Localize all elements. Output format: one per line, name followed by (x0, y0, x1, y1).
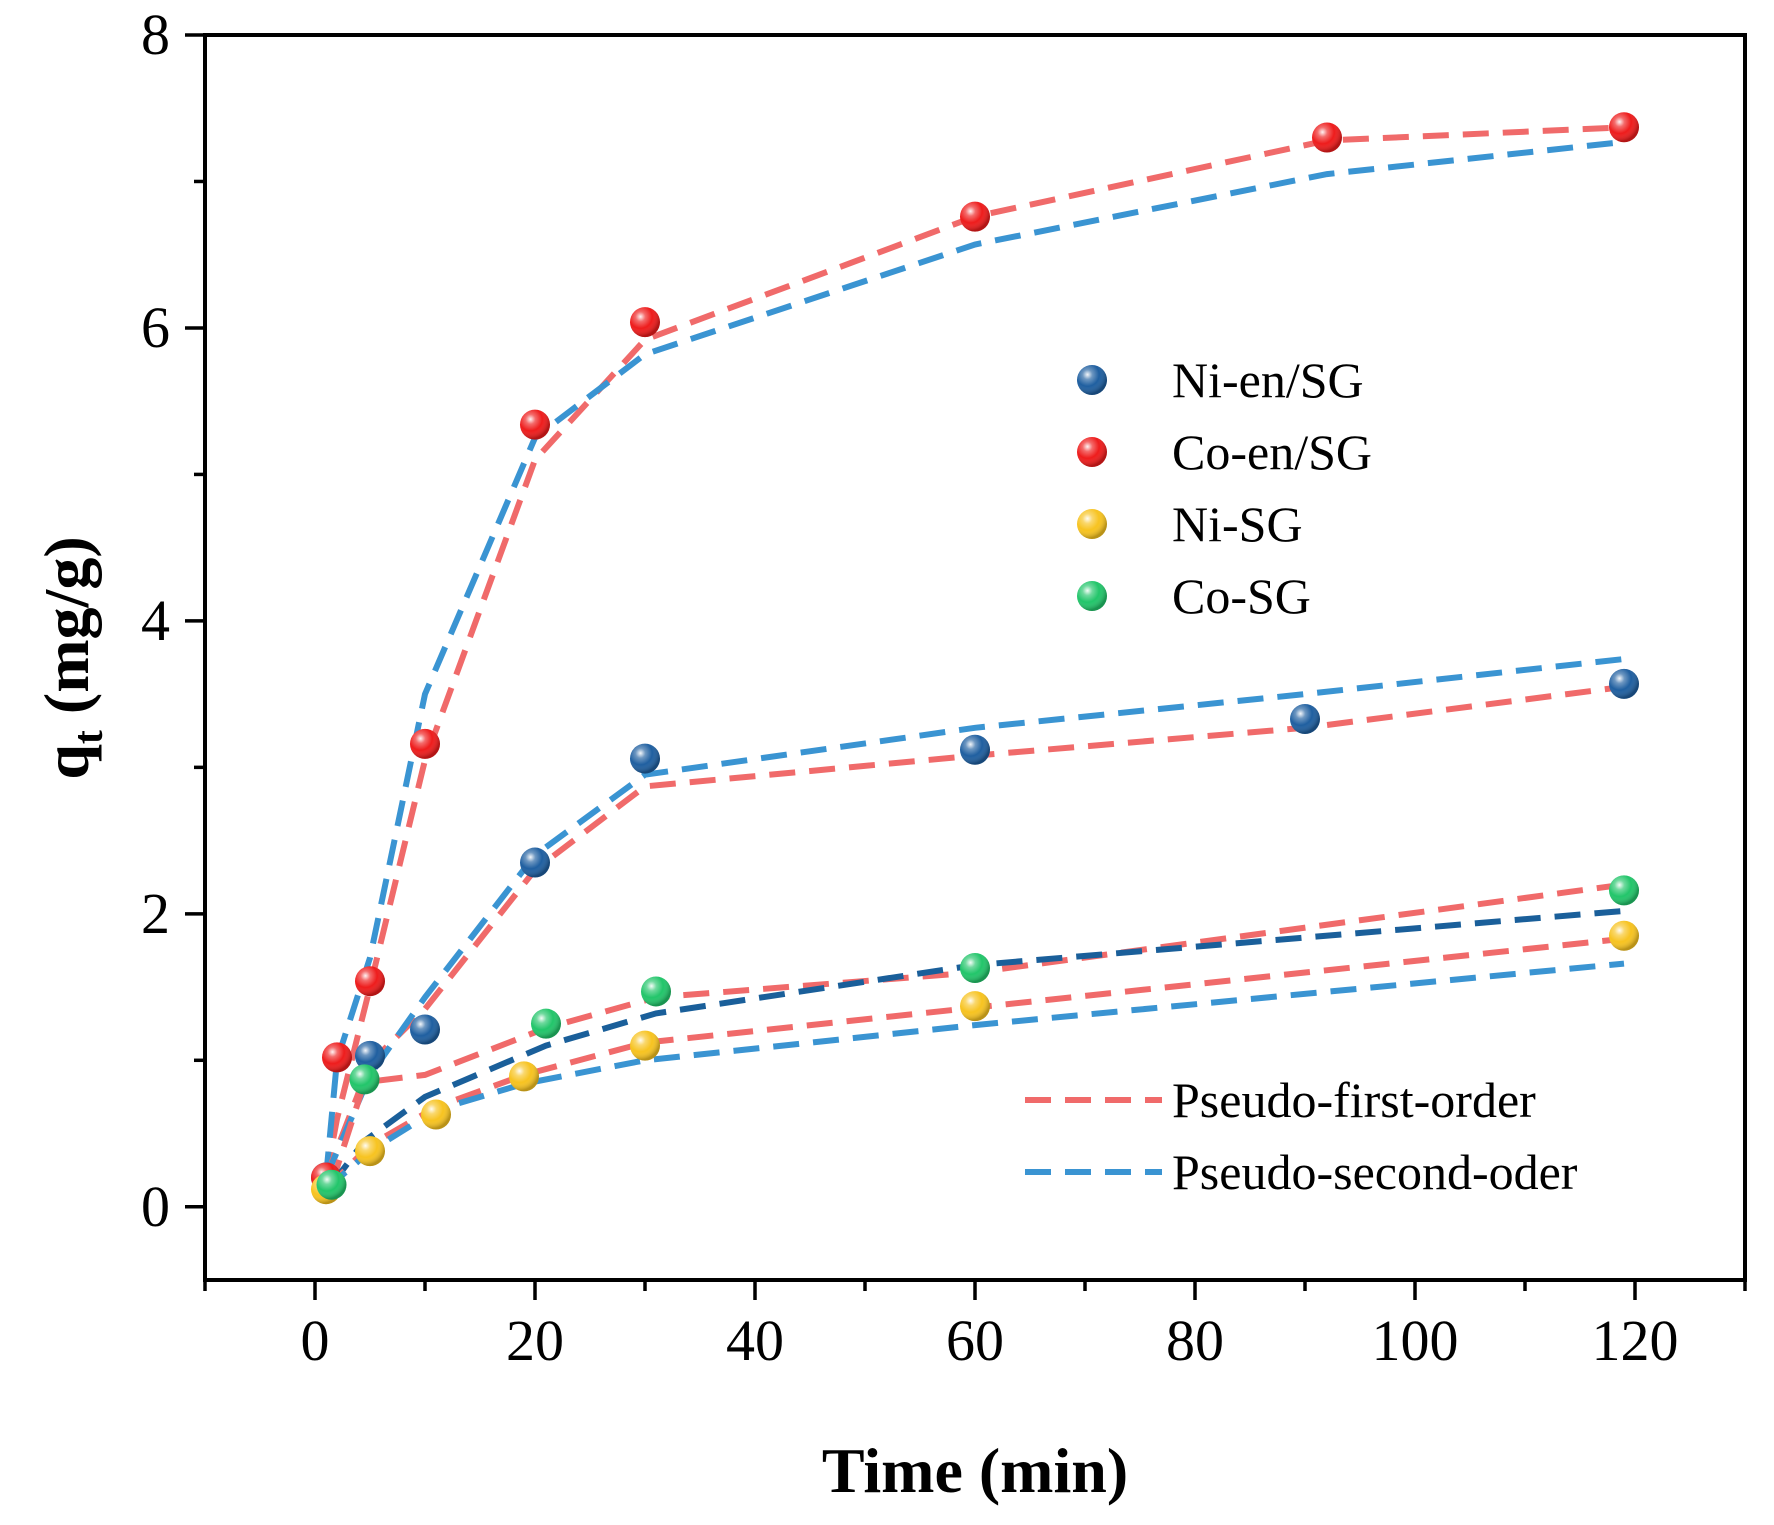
data-point-highlight-3-3 (641, 976, 671, 1007)
x-tick-label-40: 40 (726, 1308, 784, 1373)
data-point-highlight-0-3 (520, 847, 550, 878)
data-point-highlight-1-1 (322, 1042, 352, 1073)
data-point-highlight-0-1 (355, 1040, 385, 1071)
data-point-highlight-3-0 (316, 1169, 347, 1200)
data-point-highlight-2-3 (509, 1061, 539, 1092)
fit-curves (323, 124, 1625, 1192)
legend-marker-highlight-1 (1077, 437, 1107, 467)
data-point-highlight-3-1 (349, 1064, 380, 1095)
y-tick-label-4: 4 (141, 588, 170, 653)
data-point-highlight-1-8 (1609, 112, 1639, 143)
data-point-highlight-0-4 (630, 743, 660, 774)
data-point-highlight-2-5 (960, 991, 990, 1022)
tick-labels: 0 20 40 60 80 100 120 0 2 4 6 8 (141, 2, 1679, 1373)
x-tick-label-0: 0 (301, 1308, 330, 1373)
fit-legend-label-1: Pseudo-second-oder (1172, 1144, 1578, 1200)
legend-marker-highlight-3 (1077, 581, 1107, 611)
x-axis-title: Time (min) (822, 1435, 1128, 1506)
series-legend: Ni-en/SG Co-en/SG Ni-SG Co-SG (1077, 352, 1372, 624)
x-tick-label-80: 80 (1166, 1308, 1224, 1373)
data-point-highlight-1-3 (410, 728, 440, 759)
legend-marker-highlight-0 (1077, 365, 1107, 395)
axis-ticks (185, 33, 1747, 1300)
y-axis-title-unit: (mg/g) (31, 536, 102, 730)
y-axis-title-main: q (31, 744, 102, 780)
data-point-highlight-1-7 (1312, 122, 1342, 153)
legend-label-0: Ni-en/SG (1172, 352, 1364, 408)
data-point-highlight-0-6 (1290, 704, 1320, 735)
fit-legend: Pseudo-first-order Pseudo-second-oder (1025, 1072, 1578, 1200)
data-point-highlight-2-2 (421, 1099, 451, 1130)
data-point-highlight-0-7 (1609, 668, 1639, 699)
y-tick-label-2: 2 (141, 881, 170, 946)
x-tick-label-60: 60 (946, 1308, 1004, 1373)
fit-legend-label-0: Pseudo-first-order (1172, 1072, 1536, 1128)
x-tick-label-120: 120 (1592, 1308, 1679, 1373)
x-tick-label-20: 20 (506, 1308, 564, 1373)
data-point-highlight-1-5 (630, 307, 660, 338)
fit-curve-0 (323, 124, 1625, 1179)
data-point-highlight-2-1 (355, 1136, 385, 1167)
legend-marker-highlight-2 (1077, 509, 1107, 539)
data-point-highlight-3-4 (960, 953, 990, 984)
data-point-highlight-1-6 (960, 201, 990, 232)
data-point-highlight-3-2 (531, 1008, 561, 1039)
legend-label-3: Co-SG (1172, 568, 1311, 624)
fit-curve-4 (328, 881, 1625, 1186)
data-point-highlight-2-4 (630, 1030, 660, 1061)
y-tick-label-8: 8 (141, 2, 170, 67)
data-point-highlight-0-5 (960, 734, 990, 765)
y-tick-label-0: 0 (141, 1174, 170, 1239)
y-tick-label-6: 6 (141, 295, 170, 360)
legend-label-1: Co-en/SG (1172, 424, 1372, 480)
x-tick-label-100: 100 (1372, 1308, 1459, 1373)
data-point-highlight-1-2 (355, 966, 385, 997)
y-axis-title-subscript: t (66, 730, 112, 744)
legend-label-2: Ni-SG (1172, 496, 1303, 552)
data-point-highlight-3-5 (1609, 875, 1639, 906)
data-point-highlight-1-4 (520, 409, 550, 440)
data-points (311, 112, 1639, 1205)
y-axis-title: qt (mg/g) (31, 536, 112, 779)
data-point-highlight-2-6 (1609, 920, 1639, 951)
data-point-highlight-0-2 (410, 1014, 440, 1045)
